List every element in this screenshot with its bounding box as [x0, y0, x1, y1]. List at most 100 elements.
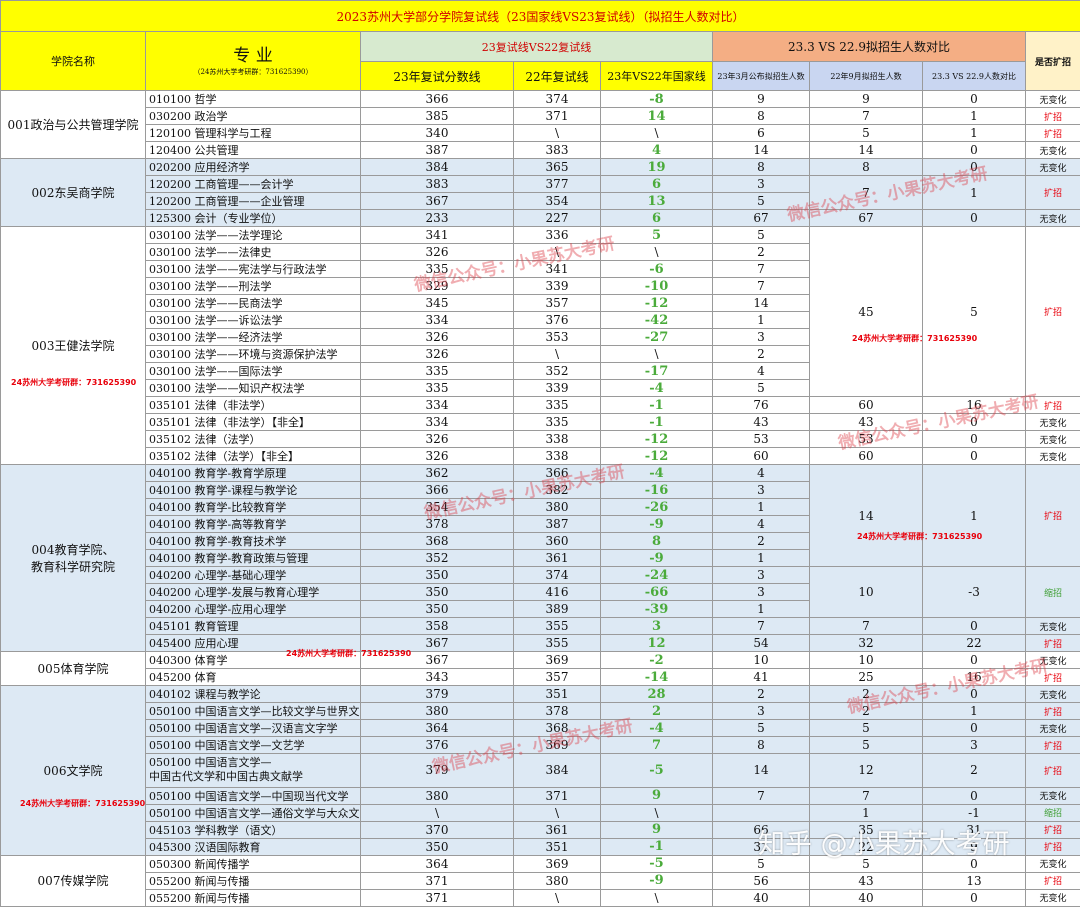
major-cell: 045103 学科教学（语文） — [146, 821, 361, 838]
plan-2023: 67 — [713, 210, 810, 227]
score-diff: -27 — [601, 329, 713, 346]
plan-2022: 32 — [810, 635, 923, 652]
expand-status: 无变化 — [1026, 414, 1080, 431]
plan-diff: 0 — [923, 618, 1026, 635]
score-2022: 355 — [514, 618, 601, 635]
major-cell: 030100 法学——民商法学 — [146, 295, 361, 312]
plan-2022: 7 — [810, 787, 923, 804]
plan-2022: 2 — [810, 703, 923, 720]
score-2023: 350 — [361, 601, 514, 618]
plan-2022: 5 — [810, 125, 923, 142]
score-diff: -14 — [601, 669, 713, 686]
score-diff: 19 — [601, 159, 713, 176]
score-2022: 374 — [514, 567, 601, 584]
score-diff: -9 — [601, 516, 713, 533]
score-2023: 367 — [361, 193, 514, 210]
plan-2023: 3 — [713, 584, 810, 601]
plan-2023: 8 — [713, 159, 810, 176]
score-2023: 379 — [361, 754, 514, 788]
score-2022: 357 — [514, 295, 601, 312]
header-plan23: 23年3月公布拟招生人数 — [713, 62, 810, 91]
plan-2023: 1 — [713, 312, 810, 329]
plan-2023: 14 — [713, 142, 810, 159]
plan-diff: 1 — [923, 703, 1026, 720]
plan-2023: 1 — [713, 550, 810, 567]
major-cell: 030200 政治学 — [146, 108, 361, 125]
plan-2023: 1 — [713, 601, 810, 618]
major-cell: 040100 教育学-比较教育学 — [146, 499, 361, 516]
plan-2022: 12 — [810, 754, 923, 788]
table-title: 2023苏州大学部分学院复试线（23国家线VS23复试线）（拟招生人数对比） — [1, 1, 1080, 32]
major-cell: 045101 教育管理 — [146, 618, 361, 635]
major-cell: 035102 法律（法学） — [146, 431, 361, 448]
score-2023: 371 — [361, 872, 514, 889]
score-diff: 28 — [601, 686, 713, 703]
school-name: 007传媒学院 — [1, 855, 146, 906]
watermark-qq-3: 24苏州大学考研群：731625390 — [857, 531, 982, 542]
score-2022: 339 — [514, 278, 601, 295]
expand-status-merged: 扩招 — [1026, 176, 1080, 210]
score-2022: 416 — [514, 584, 601, 601]
header-school: 学院名称 — [1, 32, 146, 91]
major-cell: 040100 教育学-教育学原理 — [146, 465, 361, 482]
score-2022: 380 — [514, 499, 601, 516]
major-cell: 125300 会计（专业学位） — [146, 210, 361, 227]
score-2022: 335 — [514, 414, 601, 431]
major-line1: 050100 中国语言文学— — [149, 756, 360, 770]
major-cell: 040100 教育学-教育技术学 — [146, 533, 361, 550]
score-2022: 355 — [514, 635, 601, 652]
score-2023: 326 — [361, 244, 514, 261]
score-2023: 371 — [361, 889, 514, 906]
score-2022: 335 — [514, 397, 601, 414]
plan-2023: 14 — [713, 295, 810, 312]
score-2022: 351 — [514, 686, 601, 703]
major-cell: 040200 心理学-应用心理学 — [146, 601, 361, 618]
major-cell: 040200 心理学-发展与教育心理学 — [146, 584, 361, 601]
plan-2023: 4 — [713, 516, 810, 533]
major-cell: 030100 法学——国际法学 — [146, 363, 361, 380]
expand-status: 扩招 — [1026, 125, 1080, 142]
score-2023: 376 — [361, 737, 514, 754]
score-2022: 376 — [514, 312, 601, 329]
score-2023: 340 — [361, 125, 514, 142]
score-diff: -26 — [601, 499, 713, 516]
plan-diff: 0 — [923, 159, 1026, 176]
major-line2: 中国古代文学和中国古典文献学 — [149, 770, 360, 784]
score-2022: 352 — [514, 363, 601, 380]
major-cell: 040100 教育学-课程与教学论 — [146, 482, 361, 499]
score-diff: -5 — [601, 754, 713, 788]
score-2022: 369 — [514, 652, 601, 669]
score-diff: -12 — [601, 448, 713, 465]
expand-status: 扩招 — [1026, 669, 1080, 686]
plan-2023: 6 — [713, 125, 810, 142]
major-cell: 120400 公共管理 — [146, 142, 361, 159]
score-2022: \ — [514, 244, 601, 261]
score-2022: 353 — [514, 329, 601, 346]
header-s23: 23年复试分数线 — [361, 62, 514, 91]
score-diff: -1 — [601, 414, 713, 431]
plan-2023: 8 — [713, 737, 810, 754]
score-diff: -4 — [601, 465, 713, 482]
plan-2022: 9 — [810, 91, 923, 108]
expand-status: 扩招 — [1026, 754, 1080, 788]
score-diff: -4 — [601, 720, 713, 737]
major-cell: 030100 法学——环境与资源保护法学 — [146, 346, 361, 363]
plan-2023: 41 — [713, 669, 810, 686]
score-diff: -66 — [601, 584, 713, 601]
major-cell: 120100 管理科学与工程 — [146, 125, 361, 142]
score-2023: 364 — [361, 855, 514, 872]
score-2023: 326 — [361, 329, 514, 346]
plan-2022: 60 — [810, 448, 923, 465]
expand-status: 扩招 — [1026, 635, 1080, 652]
plan-2022-merged: 10 — [810, 567, 923, 618]
major-cell: 050300 新闻传播学 — [146, 855, 361, 872]
